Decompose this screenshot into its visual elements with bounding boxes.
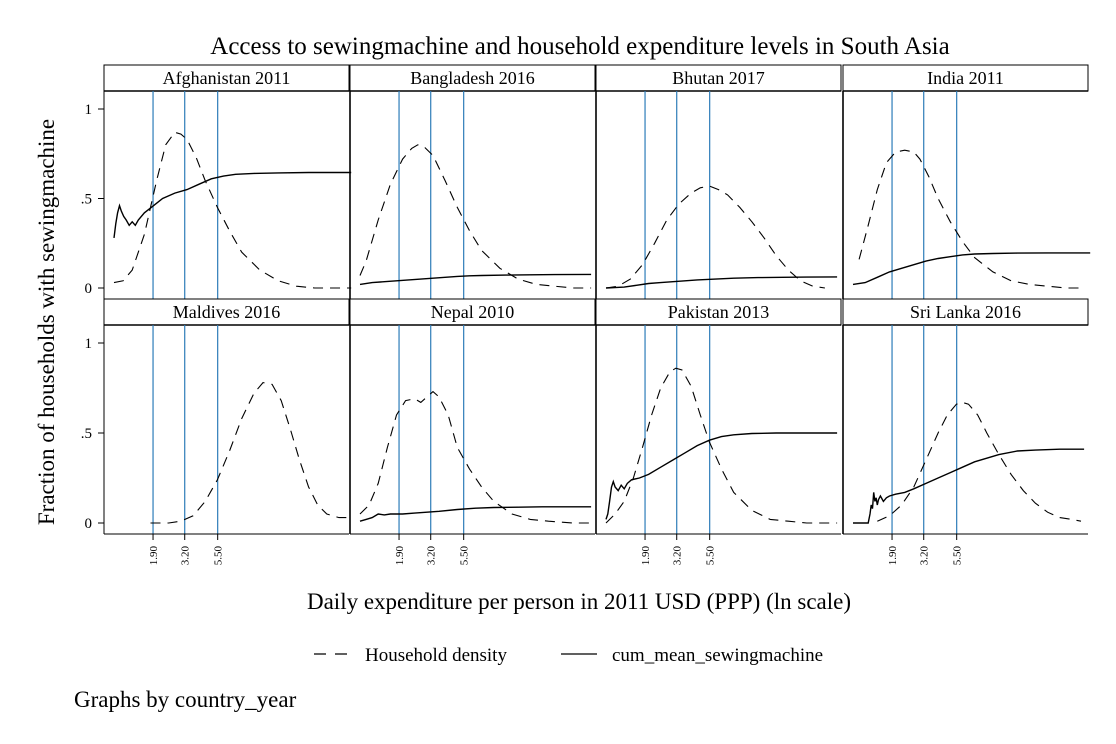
panel-header — [103, 298, 350, 326]
x-tick-label: 3.20 — [919, 546, 931, 566]
density-line — [605, 185, 825, 289]
density-line — [877, 401, 1082, 522]
legend-density-label: Household density — [365, 645, 507, 666]
y-axis-label: Fraction of households with sewingmachin… — [34, 119, 59, 525]
chart-title: Access to sewingmachine and household ex… — [210, 33, 949, 60]
legend-cum-mean-label: cum_mean_sewingmachine — [612, 645, 823, 666]
cum-mean-line — [113, 171, 352, 238]
density-line — [359, 144, 592, 289]
panel-title: Afghanistan 2011 — [163, 68, 291, 88]
y-tick-label: 0 — [85, 281, 93, 297]
cum-mean-line — [605, 432, 838, 520]
legend: Household density cum_mean_sewingmachine — [314, 645, 823, 666]
panel-title: Sri Lanka 2016 — [910, 302, 1021, 322]
panel-header — [103, 64, 350, 92]
panel-title: India 2011 — [927, 68, 1004, 88]
panel-header — [349, 298, 596, 326]
x-tick-label: 1.90 — [148, 546, 160, 566]
density-line — [150, 381, 349, 524]
panel-title: Nepal 2010 — [431, 302, 514, 322]
x-tick-label: 1.90 — [640, 546, 652, 566]
cum-mean-line — [853, 448, 1085, 524]
panel-header — [842, 298, 1089, 326]
cum-mean-line — [359, 273, 592, 286]
x-tick-label: 5.50 — [952, 546, 964, 566]
x-tick-label: 3.20 — [180, 546, 192, 566]
panel-title: Pakistan 2013 — [668, 302, 770, 322]
cum-mean-line — [852, 252, 1091, 286]
x-tick-label: 5.50 — [705, 546, 717, 566]
y-tick-label: 1 — [85, 336, 93, 352]
x-tick-label: 1.90 — [887, 546, 899, 566]
density-line — [605, 367, 838, 524]
graphs-by-note: Graphs by country_year — [74, 687, 297, 712]
panel-title: Maldives 2016 — [173, 302, 281, 322]
x-tick-label: 5.50 — [213, 546, 225, 566]
panel-grid: Afghanistan 2011 0 .5 1 Bangladesh 2016 Bhuta… — [81, 64, 1091, 566]
cum-mean-line — [359, 506, 592, 522]
y-tick-label: .5 — [81, 426, 92, 442]
x-tick-label: 5.50 — [459, 546, 471, 566]
x-tick-label: 3.20 — [672, 546, 684, 566]
panel-title: Bangladesh 2016 — [410, 68, 534, 88]
x-axis-label: Daily expenditure per person in 2011 USD… — [307, 589, 851, 614]
y-tick-label: 1 — [85, 102, 93, 118]
y-tick-label: .5 — [81, 192, 92, 208]
x-tick-label: 1.90 — [394, 546, 406, 566]
y-tick-label: 0 — [85, 516, 93, 532]
panel-title: Bhutan 2017 — [672, 68, 765, 88]
panel-header — [595, 298, 842, 326]
cum-mean-line — [605, 276, 838, 289]
panel-header — [595, 64, 842, 92]
x-tick-label: 3.20 — [426, 546, 438, 566]
